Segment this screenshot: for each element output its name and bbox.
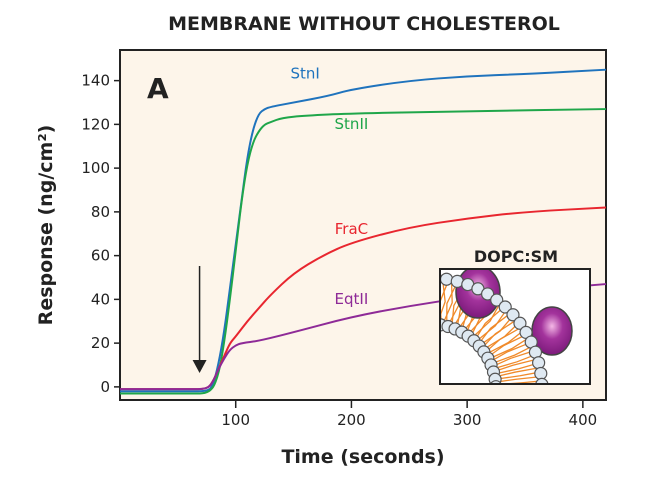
y-tick-label: 100 bbox=[81, 159, 110, 177]
series-label: EqtII bbox=[335, 290, 369, 308]
x-tick-label: 200 bbox=[337, 411, 366, 429]
y-tick-label: 80 bbox=[91, 203, 110, 221]
chart-title: MEMBRANE WITHOUT CHOLESTEROL bbox=[168, 13, 560, 35]
series-label: FraC bbox=[335, 220, 368, 238]
y-tick-label: 60 bbox=[91, 247, 110, 265]
series-line-stni bbox=[120, 68, 607, 393]
y-tick-label: 20 bbox=[91, 334, 110, 352]
y-tick-label: 40 bbox=[91, 290, 110, 308]
y-tick-label: 0 bbox=[100, 378, 110, 396]
inset-label: DOPC:SM bbox=[474, 247, 558, 266]
panel-label: A bbox=[147, 72, 169, 105]
y-tick-label: 120 bbox=[81, 115, 110, 133]
injection-arrow bbox=[192, 266, 207, 373]
series-line-eqtii bbox=[120, 283, 607, 391]
x-tick-label: 100 bbox=[221, 411, 250, 429]
series-label: StnI bbox=[290, 64, 319, 82]
x-axis-label: Time (seconds) bbox=[281, 446, 444, 468]
series-label: StnII bbox=[335, 115, 369, 133]
y-tick-label: 140 bbox=[81, 72, 110, 90]
x-tick-label: 400 bbox=[569, 411, 598, 429]
y-axis-label: Response (ng/cm²) bbox=[35, 125, 57, 326]
inset: DOPC:SM bbox=[439, 247, 591, 385]
x-tick-label: 300 bbox=[453, 411, 482, 429]
series-line-stnii bbox=[120, 108, 607, 395]
